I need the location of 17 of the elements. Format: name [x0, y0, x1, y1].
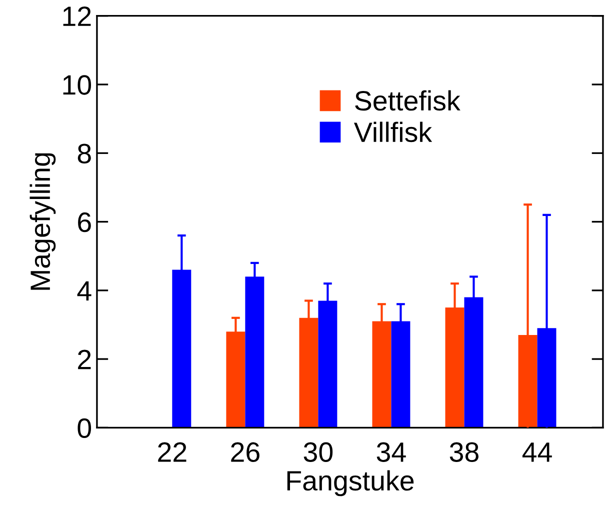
legend-label: Settefisk — [355, 90, 460, 111]
x-tick-label: 38 — [450, 442, 478, 462]
x-tick-label: 30 — [304, 442, 333, 462]
x-tick-label: 22 — [158, 442, 186, 462]
y-tick-label: 8 — [78, 144, 91, 164]
x-axis-title: Fangstuke — [287, 470, 414, 496]
y-tick-label: 6 — [78, 212, 91, 232]
y-tick-label: 12 — [63, 6, 91, 26]
x-tick-label: 44 — [522, 442, 552, 462]
x-tick-label: 34 — [376, 442, 406, 462]
x-tick-label: 26 — [231, 442, 260, 462]
y-tick-label: 4 — [77, 281, 92, 300]
legend-label: Villfisk — [354, 122, 432, 142]
y-axis-title: Magefylling — [30, 153, 56, 290]
y-tick-label: 0 — [78, 418, 92, 438]
y-tick-label: 10 — [63, 75, 92, 95]
y-tick-label: 2 — [78, 350, 91, 370]
